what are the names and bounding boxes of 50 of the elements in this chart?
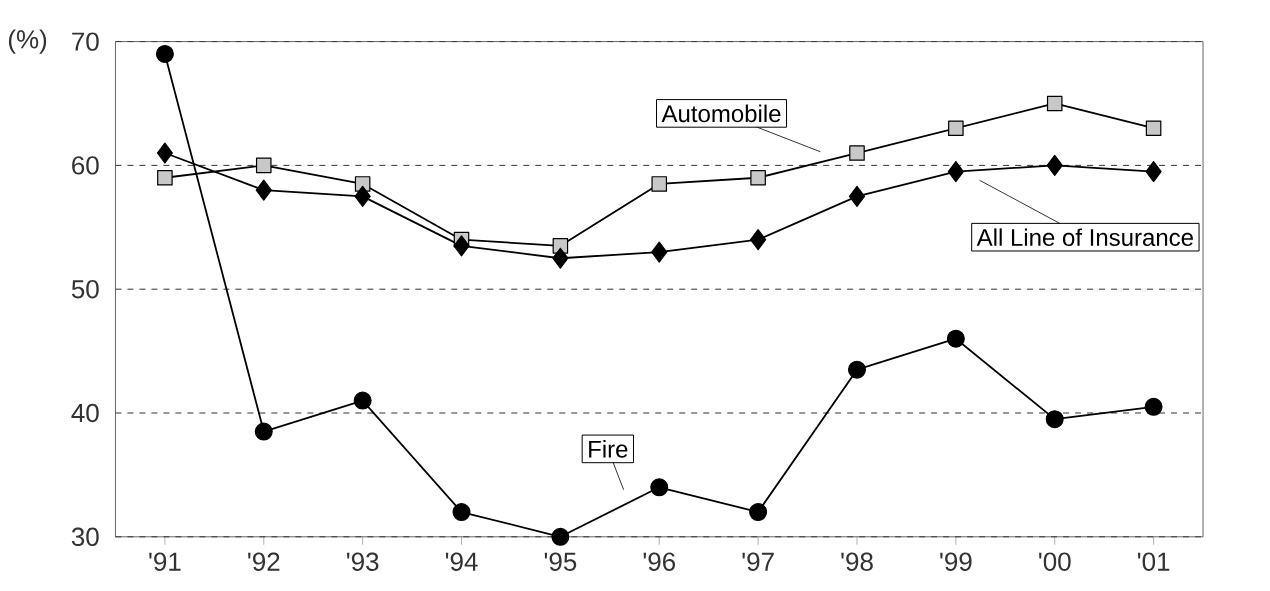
- point: [551, 527, 570, 546]
- point: [1046, 154, 1063, 177]
- point: [452, 503, 471, 522]
- x-tick-label: '95: [544, 552, 577, 572]
- text: Automobile: [661, 104, 781, 123]
- x-tick-label: '99: [940, 552, 972, 572]
- point: [1046, 95, 1063, 112]
- point: [749, 503, 768, 522]
- x-tick-label: '94: [445, 552, 478, 572]
- point: [1145, 120, 1162, 137]
- point: [847, 360, 866, 379]
- point: [255, 157, 272, 174]
- point: [848, 185, 866, 208]
- point: [453, 235, 470, 257]
- point: [651, 176, 668, 192]
- point: [650, 478, 669, 497]
- point: [157, 170, 173, 186]
- x-tick-label: '93: [347, 552, 379, 572]
- point: [156, 142, 173, 164]
- point: [946, 329, 965, 348]
- x-tick-label: '98: [841, 552, 873, 572]
- x-tick-label: '96: [643, 552, 676, 572]
- point: [1144, 397, 1163, 416]
- point: [254, 422, 273, 441]
- point: [1045, 410, 1064, 429]
- x-tick-label: '92: [248, 552, 280, 572]
- text: All Line of Insurance: [976, 228, 1193, 247]
- point: [1145, 161, 1162, 183]
- y-tick-label: 40: [71, 403, 99, 423]
- point: [750, 170, 766, 186]
- point: [354, 185, 371, 208]
- x-tick-label: '97: [742, 552, 774, 572]
- series-label: Fire: [589, 440, 628, 458]
- y-tick-label: 50: [71, 280, 99, 299]
- point: [947, 161, 964, 183]
- point: [155, 45, 174, 64]
- y-tick-label: 70: [72, 32, 99, 51]
- y-tick-label: 60: [72, 156, 99, 175]
- point: [849, 145, 865, 161]
- y-axis-title: (%): [8, 29, 47, 54]
- y-tick-label: 30: [71, 527, 99, 547]
- x-tick-label: '91: [149, 552, 181, 572]
- point: [651, 241, 668, 263]
- point: [750, 229, 767, 251]
- x-tick-label: '00: [1039, 552, 1071, 572]
- point: [353, 391, 372, 410]
- x-tick-label: '01: [1137, 552, 1170, 572]
- point: [552, 247, 569, 269]
- point: [255, 179, 272, 201]
- point: [948, 120, 964, 137]
